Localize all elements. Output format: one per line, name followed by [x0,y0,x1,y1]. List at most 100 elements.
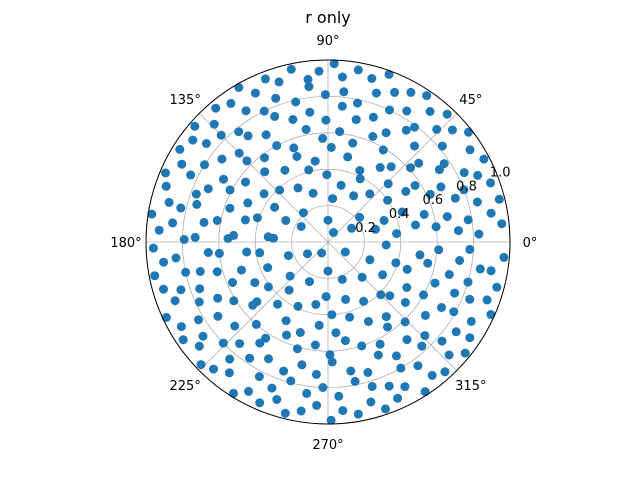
data-point [423,258,433,268]
data-point [463,215,473,225]
data-point [321,292,331,302]
radial-tick-labels: 0.2 0.4 0.6 0.8 1.0 [355,165,510,236]
data-point [286,64,296,74]
theta-tick-label: 270° [312,438,343,453]
data-point [175,144,185,154]
data-point [474,229,484,239]
data-point [381,128,391,138]
data-point [437,336,447,346]
data-point [334,391,344,401]
data-point [402,283,412,292]
theta-tick-label: 135° [170,93,201,108]
data-point [311,300,321,309]
data-point [367,74,377,83]
data-point [420,331,430,341]
data-point [353,65,363,75]
data-point [367,382,377,391]
data-point [343,152,353,162]
data-point [373,350,383,360]
data-point [449,307,459,317]
data-point [243,198,253,208]
data-point [230,321,240,331]
data-point [214,248,224,258]
data-point [148,243,158,253]
data-point [194,297,204,307]
data-point [261,130,271,140]
theta-tick-label: 0° [523,236,538,251]
data-point [270,111,280,121]
data-point [337,101,347,111]
data-point [322,170,332,180]
data-point [177,159,187,169]
data-point [353,409,363,419]
data-point [280,408,290,418]
data-point [419,290,428,300]
data-point [170,296,180,306]
data-point [296,406,306,416]
data-point [376,290,386,300]
data-point [479,154,489,164]
data-point [234,127,244,137]
data-point [411,220,420,230]
data-point [218,338,228,348]
data-point [364,317,373,326]
data-point [338,406,348,416]
data-point [357,272,367,282]
data-point [465,244,475,254]
data-point [406,163,415,173]
data-point [366,397,376,407]
data-point [406,87,416,97]
r-tick-label: 1.0 [490,165,511,180]
data-point [365,189,375,199]
data-point [384,69,394,79]
data-point [420,387,430,397]
data-point [346,366,356,376]
data-point [385,291,395,301]
data-point [486,178,495,188]
data-point [302,388,312,398]
data-point [345,312,355,322]
data-point [422,91,432,101]
data-point [465,145,475,155]
data-point [244,386,253,396]
data-point [191,189,201,199]
data-point [455,256,465,265]
data-point [272,395,282,404]
data-point [492,282,502,292]
theta-tick-label: 315° [455,379,486,394]
data-point [327,357,337,367]
data-point [194,315,203,325]
data-point [213,293,223,303]
data-point [219,174,228,184]
data-point [285,271,295,281]
data-point [386,162,396,172]
data-point [444,350,454,360]
data-point [450,193,460,203]
data-point [178,335,188,345]
data-point [229,296,239,306]
data-point [201,139,211,148]
data-point [260,167,270,177]
data-point [460,348,470,358]
data-point [335,127,345,137]
data-point [314,320,324,330]
data-point [400,382,410,392]
data-point [442,109,452,119]
data-point [154,225,164,235]
data-point [321,115,331,125]
data-point [397,207,407,217]
data-point [304,82,314,92]
data-point [224,368,234,378]
data-point [190,232,200,242]
data-point [270,202,280,212]
data-point [282,330,291,340]
data-point [391,258,401,268]
data-point [329,228,338,237]
data-point [437,141,447,151]
data-point [472,197,482,207]
data-point [292,152,302,161]
data-point [459,185,469,195]
data-point [486,310,496,319]
polar-frame [145,59,511,425]
data-point [260,74,270,84]
